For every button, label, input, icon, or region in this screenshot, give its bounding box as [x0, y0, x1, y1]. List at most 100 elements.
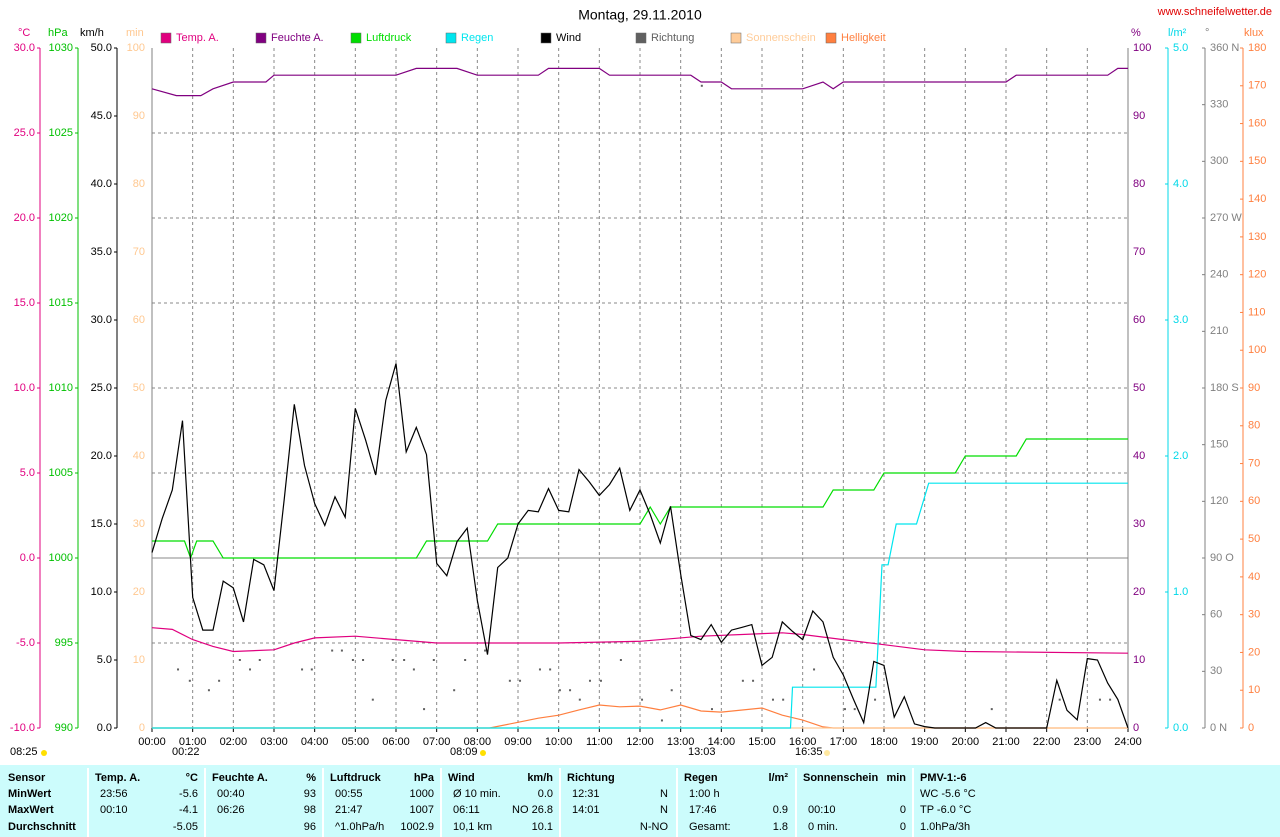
table-header: PMV-1:-6 [920, 772, 966, 784]
table-cell: 00:10 [100, 804, 128, 816]
y-tick-label: 4.0 [1173, 178, 1188, 190]
x-tick-label: 04:00 [301, 736, 329, 748]
y-tick-label: 90 [133, 110, 145, 122]
axis-unit: klux [1244, 27, 1264, 39]
table-cell: NO 26.8 [512, 804, 553, 816]
direction-dot [351, 659, 354, 661]
legend-swatch [730, 32, 742, 44]
table-header: Wind [448, 772, 475, 784]
y-tick-label: 1010 [49, 382, 73, 394]
y-tick-label: -5.0 [16, 637, 35, 649]
table-cell: -4.1 [179, 804, 198, 816]
direction-dot [813, 668, 816, 671]
sun-moon-time: 13:03 [688, 746, 716, 758]
table-row-label: MinWert [8, 788, 52, 800]
y-tick-label: 0 N [1210, 722, 1227, 734]
direction-dot [710, 708, 713, 711]
legend-label: Luftdruck [366, 32, 412, 44]
y-tick-label: 25.0 [91, 382, 112, 394]
x-tick-label: 03:00 [260, 736, 288, 748]
direction-dot [990, 708, 993, 711]
y-tick-label: 80 [1248, 420, 1260, 432]
x-tick-label: 21:00 [992, 736, 1020, 748]
y-tick-label: 80 [1133, 178, 1145, 190]
direction-dot [218, 679, 221, 682]
axis-unit: km/h [80, 27, 104, 39]
x-tick-label: 00:00 [138, 736, 166, 748]
table-unit: °C [186, 772, 198, 784]
table-header: Temp. A. [95, 772, 140, 784]
sun-icon [824, 750, 830, 756]
y-tick-label: 40 [1133, 450, 1145, 462]
y-tick-label: 150 [1248, 155, 1266, 167]
y-tick-label: 20 [1248, 646, 1260, 658]
sun-icon [41, 750, 47, 756]
y-tick-label: 70 [1248, 457, 1260, 469]
y-tick-label: 1030 [49, 42, 73, 54]
y-tick-label: 1015 [49, 297, 73, 309]
table-cell: 00:40 [217, 788, 245, 800]
table-cell: 06:11 [453, 804, 480, 816]
y-tick-label: 90 [1133, 110, 1145, 122]
table-cell: 0 [900, 821, 906, 833]
y-tick-label: 0 [1133, 722, 1139, 734]
y-tick-label: 10.0 [91, 586, 112, 598]
table-unit: min [886, 772, 906, 784]
direction-dot [1098, 698, 1101, 701]
direction-dot [782, 698, 785, 701]
direction-dot [258, 659, 261, 661]
legend-swatch [540, 32, 552, 44]
table-header: Sensor [8, 772, 46, 784]
chart-title: Montag, 29.11.2010 [578, 7, 702, 23]
x-tick-label: 23:00 [1074, 736, 1102, 748]
legend-label: Wind [556, 32, 581, 44]
y-tick-label: 1.0 [1173, 586, 1188, 598]
table-cell: 00:10 [808, 804, 836, 816]
table-cell: 21:47 [335, 804, 363, 816]
y-tick-label: 10 [1133, 654, 1145, 666]
direction-dot [391, 659, 394, 661]
series-line [151, 67, 1128, 97]
sun-moon-time: 16:35 [795, 746, 823, 758]
x-tick-label: 24:00 [1114, 736, 1142, 748]
y-tick-label: 30 [1210, 665, 1222, 677]
table-cell: 1002.9 [400, 821, 434, 833]
axis-unit: l/m² [1168, 27, 1187, 39]
direction-dot [741, 679, 744, 682]
table-cell: 1007 [410, 804, 434, 816]
legend-swatch [350, 32, 362, 44]
y-tick-label: 70 [133, 246, 145, 258]
sun-moon-time: 08:09 [450, 746, 478, 758]
legend-swatch [445, 32, 457, 44]
direction-dot [1058, 698, 1061, 701]
y-tick-label: 180 S [1210, 382, 1239, 394]
legend-label: Helligkeit [841, 32, 886, 44]
direction-dot [508, 679, 511, 682]
y-tick-label: 20.0 [14, 212, 35, 224]
direction-dot [464, 659, 467, 661]
direction-dot [771, 698, 774, 701]
direction-dot [371, 698, 374, 701]
y-tick-label: 60 [133, 314, 145, 326]
axis-unit: °C [18, 27, 30, 39]
direction-dot [423, 708, 426, 711]
y-tick-label: 995 [55, 637, 73, 649]
y-tick-label: 10 [1248, 684, 1260, 696]
y-tick-label: 270 W [1210, 212, 1242, 224]
table-cell: 23:56 [100, 788, 128, 800]
legend-label: Regen [461, 32, 493, 44]
series-line [152, 482, 1128, 729]
direction-dot [578, 698, 581, 701]
table-cell: 1.8 [773, 821, 788, 833]
y-tick-label: 170 [1248, 80, 1266, 92]
table-cell: 10,1 km [453, 821, 492, 833]
y-tick-label: 0.0 [97, 722, 112, 734]
axis-unit: % [1131, 27, 1141, 39]
table-cell: 1000 [410, 788, 434, 800]
table-background [0, 765, 1280, 837]
table-cell: 0 [900, 804, 906, 816]
legend-swatch [825, 32, 837, 44]
direction-dot [569, 689, 572, 692]
y-tick-label: 20 [133, 586, 145, 598]
x-tick-label: 20:00 [952, 736, 980, 748]
